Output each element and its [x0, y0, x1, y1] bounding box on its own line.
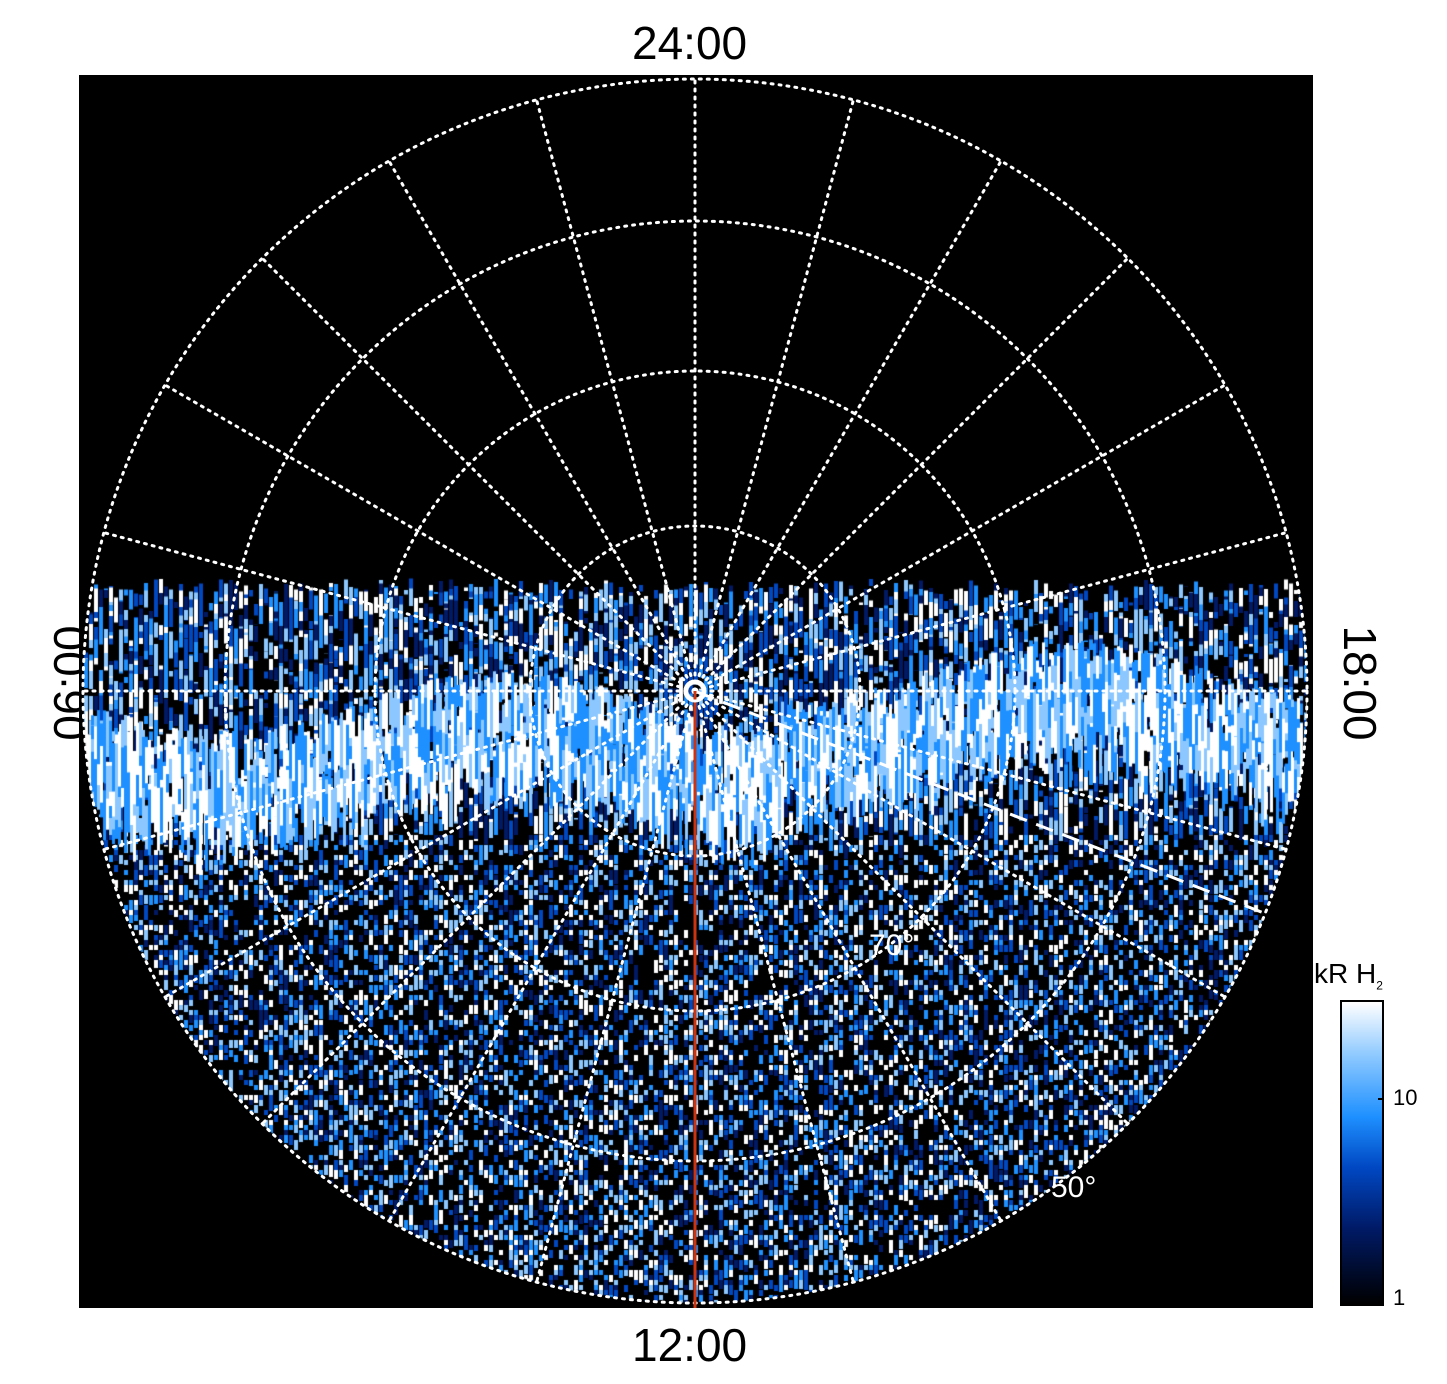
latitude-70-label: 70° — [869, 929, 914, 962]
longitude-spoke — [102, 689, 697, 851]
colorbar-tick-1: 1 — [1393, 1285, 1406, 1310]
colorbar-tick-mark — [1378, 1098, 1384, 1100]
local-time-18-label: 18:00 — [1334, 625, 1386, 741]
longitude-spoke — [260, 689, 697, 1126]
latitude-50-label: 50° — [1051, 1171, 1096, 1204]
longitude-spoke — [693, 689, 855, 1284]
longitude-spoke — [693, 689, 1227, 999]
local-time-12-label: 12:00 — [632, 1319, 748, 1371]
longitude-spoke — [387, 689, 697, 1223]
longitude-spoke — [693, 256, 1130, 693]
colorbar-tick-mark — [1378, 1300, 1384, 1302]
longitude-spoke — [693, 159, 1003, 693]
longitude-spoke — [260, 256, 697, 693]
longitude-spoke — [693, 689, 1288, 851]
longitude-spoke — [102, 531, 697, 693]
longitude-spoke — [163, 383, 697, 693]
longitude-spoke — [535, 98, 697, 693]
colorbar-tick-10: 10 — [1393, 1085, 1418, 1110]
longitude-spoke — [693, 383, 1227, 693]
longitude-spoke — [163, 689, 697, 999]
colorbar — [1340, 1000, 1384, 1306]
longitude-spokes — [81, 77, 1309, 1305]
longitude-spoke — [693, 689, 1003, 1223]
colorbar-title: kR H2 — [1314, 958, 1383, 993]
longitude-spoke — [693, 98, 855, 693]
polar-grid-overlay: 70° 50° — [81, 77, 1309, 1308]
longitude-spoke — [693, 531, 1288, 693]
longitude-spoke — [693, 689, 1130, 1126]
polar-projection-panel: 70° 50° — [79, 75, 1313, 1308]
dashed-reference-line — [696, 690, 1270, 917]
pole-marker — [683, 679, 707, 703]
local-time-24-label: 24:00 — [632, 17, 748, 69]
longitude-spoke — [535, 689, 697, 1284]
longitude-spoke — [387, 159, 697, 693]
